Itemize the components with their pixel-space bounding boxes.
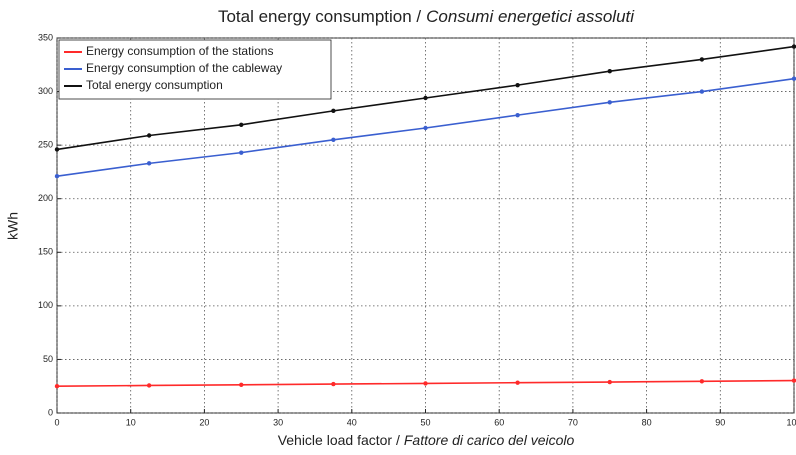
data-point: [607, 69, 612, 74]
data-point: [515, 82, 520, 88]
data-point: [239, 382, 244, 388]
legend-label: Total energy consumption: [86, 78, 223, 92]
x-tick-label: 60: [494, 417, 504, 427]
y-tick-label: 100: [38, 300, 53, 310]
data-point: [423, 125, 428, 131]
x-tick-label: 90: [715, 417, 725, 427]
data-point: [331, 381, 336, 387]
data-point: [791, 76, 796, 81]
y-tick-label: 50: [43, 354, 53, 364]
x-tick-label: 30: [273, 417, 283, 427]
data-point: [423, 381, 428, 386]
data-point: [239, 150, 244, 155]
title-italic: Consumi energetici assoluti: [426, 7, 635, 26]
chart-title: Total energy consumption / Consumi energe…: [218, 7, 635, 26]
x-tick-label: 40: [347, 417, 357, 427]
data-point: [699, 89, 705, 94]
data-point: [239, 122, 244, 127]
data-point: [791, 44, 796, 49]
x-axis-label: Vehicle load factor / Fattore di carico d…: [278, 432, 575, 448]
data-point: [146, 133, 152, 138]
data-point: [515, 380, 520, 385]
data-point: [331, 137, 336, 142]
data-point: [515, 112, 520, 118]
data-point: [146, 383, 152, 388]
data-point: [54, 174, 60, 179]
legend-label: Energy consumption of the stations: [86, 44, 273, 58]
x-tick-label: 100: [786, 417, 796, 427]
data-point: [699, 57, 705, 62]
x-tick-label: 20: [199, 417, 209, 427]
data-point: [54, 147, 60, 152]
data-point: [607, 379, 612, 385]
x-tick-label: 0: [54, 417, 59, 427]
data-point: [331, 108, 336, 114]
x-tick-label: 70: [568, 417, 578, 427]
xlabel-main: Vehicle load factor /: [278, 432, 400, 448]
y-tick-label: 200: [38, 193, 53, 203]
x-tick-label: 50: [420, 417, 430, 427]
y-tick-label: 300: [38, 86, 53, 96]
data-point: [423, 95, 428, 101]
legend-label: Energy consumption of the cableway: [86, 61, 282, 75]
y-tick-label: 350: [38, 32, 53, 42]
legend-box: [58, 39, 332, 100]
y-axis-label: kWh: [5, 212, 21, 240]
data-point: [54, 384, 60, 389]
data-point: [699, 379, 705, 384]
data-point: [791, 378, 796, 383]
title-main: Total energy consumption /: [218, 7, 421, 26]
x-tick-label: 10: [126, 417, 136, 427]
data-point: [146, 161, 152, 166]
y-tick-label: 150: [38, 247, 53, 257]
data-point: [607, 100, 612, 105]
x-tick-label: 80: [642, 417, 652, 427]
y-tick-label: 250: [38, 140, 53, 150]
y-tick-label: 0: [48, 407, 53, 417]
xlabel-italic: Fattore di carico del veicolo: [404, 432, 575, 448]
